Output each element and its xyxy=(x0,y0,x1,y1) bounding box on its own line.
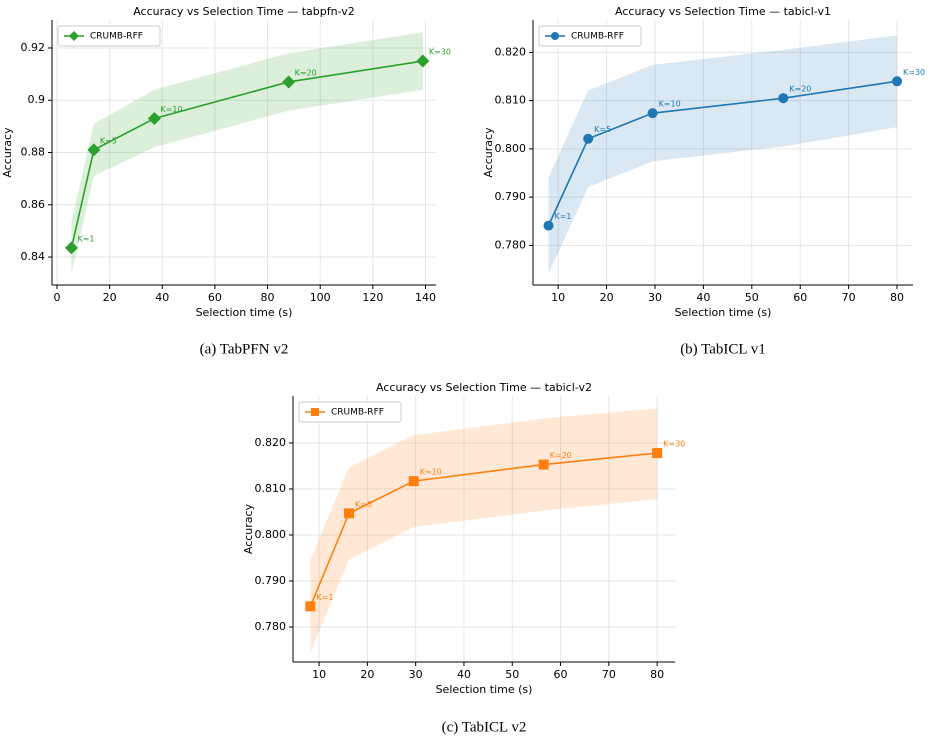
x-tick-label: 80 xyxy=(650,668,664,681)
marker xyxy=(282,75,296,89)
x-tick-label: 100 xyxy=(310,291,331,304)
marker xyxy=(892,76,903,87)
y-tick-label: 0.790 xyxy=(495,190,527,203)
y-tick-label: 0.88 xyxy=(21,146,46,159)
x-tick-label: 40 xyxy=(696,291,710,304)
y-tick-label: 0.810 xyxy=(255,482,287,495)
y-tick-label: 0.800 xyxy=(495,142,527,155)
x-tick-label: 60 xyxy=(208,291,222,304)
point-label: K=1 xyxy=(77,234,94,243)
point-label: K=30 xyxy=(663,440,685,449)
marker xyxy=(147,112,161,126)
band xyxy=(310,408,658,653)
x-tick-label: 70 xyxy=(842,291,856,304)
x-tick-label: 30 xyxy=(409,668,423,681)
legend-label: CRUMB-RFF xyxy=(331,408,384,418)
point-label: K=1 xyxy=(316,593,333,602)
marker xyxy=(87,143,101,157)
x-tick-label: 40 xyxy=(457,668,471,681)
point-label: K=20 xyxy=(789,85,811,94)
point-label: K=10 xyxy=(420,468,442,477)
point-label: K=10 xyxy=(160,105,182,114)
x-axis-label: Selection time (s) xyxy=(436,683,533,696)
x-tick-label: 80 xyxy=(261,291,275,304)
band xyxy=(548,35,898,274)
legend-box xyxy=(538,25,642,47)
x-tick-label: 140 xyxy=(415,291,436,304)
x-tick-label: 40 xyxy=(155,291,169,304)
legend-box xyxy=(57,25,161,47)
x-tick-label: 20 xyxy=(103,291,117,304)
x-axis-label: Selection time (s) xyxy=(675,306,772,319)
marker xyxy=(538,459,549,470)
point-label: K=5 xyxy=(355,500,372,509)
marker xyxy=(64,241,78,255)
y-tick-label: 0.84 xyxy=(21,250,46,263)
marker xyxy=(652,448,663,459)
band xyxy=(71,32,423,275)
y-tick-label: 0.9 xyxy=(28,93,46,106)
point-label: K=5 xyxy=(594,125,611,134)
y-tick-label: 0.800 xyxy=(255,528,287,541)
x-tick-label: 60 xyxy=(793,291,807,304)
point-label: K=30 xyxy=(903,68,925,77)
marker xyxy=(543,220,554,231)
legend-marker xyxy=(311,408,319,416)
y-axis-label: Accuracy xyxy=(482,127,495,178)
x-tick-label: 10 xyxy=(312,668,326,681)
x-tick-label: 120 xyxy=(362,291,383,304)
x-tick-label: 80 xyxy=(890,291,904,304)
y-axis-label: Accuracy xyxy=(1,127,14,178)
x-tick-label: 20 xyxy=(360,668,374,681)
point-label: K=30 xyxy=(429,48,451,57)
chart-title: Accuracy vs Selection Time — tabicl-v2 xyxy=(376,381,592,394)
y-tick-label: 0.820 xyxy=(495,45,527,58)
legend-box xyxy=(298,401,402,423)
legend-marker xyxy=(551,32,559,40)
chart-title: Accuracy vs Selection Time — tabpfn-v2 xyxy=(133,5,355,18)
y-axis-label: Accuracy xyxy=(242,503,255,554)
x-tick-label: 10 xyxy=(551,291,565,304)
marker xyxy=(344,508,355,519)
y-tick-label: 0.780 xyxy=(495,238,527,251)
y-tick-label: 0.92 xyxy=(21,41,46,54)
x-axis-label: Selection time (s) xyxy=(196,306,293,319)
legend-label: CRUMB-RFF xyxy=(571,32,624,42)
caption: (b) TabICL v1 xyxy=(680,341,766,357)
point-label: K=1 xyxy=(554,212,571,221)
marker xyxy=(408,476,419,487)
x-tick-label: 50 xyxy=(745,291,759,304)
y-tick-label: 0.780 xyxy=(255,620,287,633)
y-tick-label: 0.790 xyxy=(255,574,287,587)
caption: (a) TabPFN v2 xyxy=(200,341,289,357)
marker xyxy=(778,93,789,104)
marker xyxy=(305,601,316,612)
legend-label: CRUMB-RFF xyxy=(90,32,143,42)
marker xyxy=(647,108,658,119)
x-tick-label: 0 xyxy=(54,291,61,304)
chart-title: Accuracy vs Selection Time — tabicl-v1 xyxy=(615,5,831,18)
point-label: K=20 xyxy=(295,68,317,77)
point-label: K=10 xyxy=(659,100,681,109)
y-tick-label: 0.86 xyxy=(21,198,46,211)
marker xyxy=(583,133,594,144)
y-tick-label: 0.820 xyxy=(255,436,287,449)
x-tick-label: 20 xyxy=(600,291,614,304)
x-tick-label: 70 xyxy=(602,668,616,681)
legend-marker xyxy=(69,31,79,41)
x-tick-label: 30 xyxy=(648,291,662,304)
x-tick-label: 50 xyxy=(505,668,519,681)
x-tick-label: 60 xyxy=(554,668,568,681)
y-tick-label: 0.810 xyxy=(495,94,527,107)
point-label: K=20 xyxy=(550,451,572,460)
point-label: K=5 xyxy=(100,136,117,145)
caption: (c) TabICL v2 xyxy=(442,719,527,735)
marker xyxy=(416,54,430,68)
